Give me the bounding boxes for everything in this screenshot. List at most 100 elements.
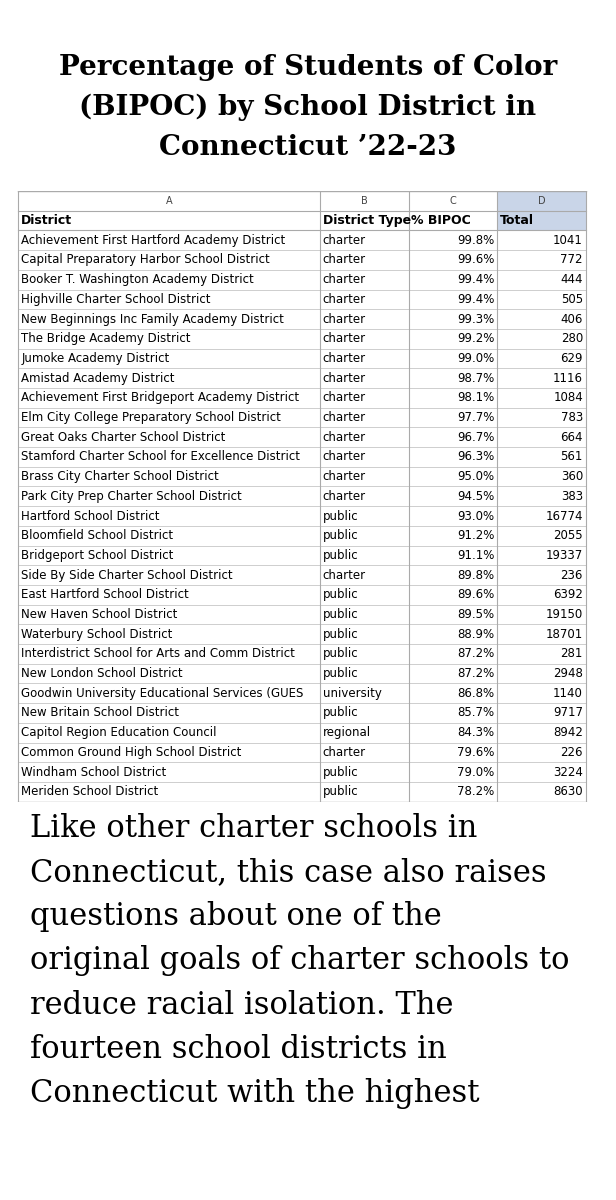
- Text: charter: charter: [323, 431, 366, 444]
- Text: 280: 280: [561, 332, 583, 346]
- Text: District Type: District Type: [323, 214, 411, 227]
- Text: New Britain School District: New Britain School District: [21, 707, 179, 720]
- Text: New Beginnings Inc Family Academy District: New Beginnings Inc Family Academy Distri…: [21, 312, 284, 325]
- Text: 99.6%: 99.6%: [457, 253, 494, 266]
- Text: charter: charter: [323, 391, 366, 404]
- Text: public: public: [323, 647, 359, 660]
- Text: D: D: [538, 196, 545, 206]
- Text: 505: 505: [561, 293, 583, 306]
- Text: 772: 772: [561, 253, 583, 266]
- Text: Capitol Region Education Council: Capitol Region Education Council: [21, 726, 217, 739]
- Text: charter: charter: [323, 293, 366, 306]
- Text: 91.1%: 91.1%: [457, 548, 494, 562]
- Text: charter: charter: [323, 312, 366, 325]
- Text: 1140: 1140: [553, 686, 583, 700]
- Text: regional: regional: [323, 726, 371, 739]
- Text: Goodwin University Educational Services (GUES: Goodwin University Educational Services …: [21, 686, 304, 700]
- Text: 87.2%: 87.2%: [457, 667, 494, 680]
- Text: Percentage of Students of Color
(BIPOC) by School District in
Connecticut ’22-23: Percentage of Students of Color (BIPOC) …: [59, 54, 557, 161]
- Text: Elm City College Preparatory School District: Elm City College Preparatory School Dist…: [21, 412, 281, 424]
- Text: public: public: [323, 548, 359, 562]
- Text: Hartford School District: Hartford School District: [21, 510, 160, 522]
- Text: Like other charter schools in
Connecticut, this case also raises
questions about: Like other charter schools in Connecticu…: [30, 812, 570, 1109]
- Text: 99.2%: 99.2%: [457, 332, 494, 346]
- Text: Interdistrict School for Arts and Comm District: Interdistrict School for Arts and Comm D…: [21, 647, 295, 660]
- Text: 1084: 1084: [553, 391, 583, 404]
- Text: 444: 444: [561, 274, 583, 286]
- Text: 99.4%: 99.4%: [457, 293, 494, 306]
- Text: public: public: [323, 667, 359, 680]
- Text: 226: 226: [561, 746, 583, 758]
- Text: 99.0%: 99.0%: [457, 352, 494, 365]
- Bar: [497, 211, 586, 230]
- Text: 561: 561: [561, 450, 583, 463]
- Text: 360: 360: [561, 470, 583, 484]
- Text: Bridgeport School District: Bridgeport School District: [21, 548, 174, 562]
- Text: 86.8%: 86.8%: [457, 686, 494, 700]
- Text: Jumoke Academy District: Jumoke Academy District: [21, 352, 169, 365]
- Text: 96.7%: 96.7%: [457, 431, 494, 444]
- Text: Great Oaks Charter School District: Great Oaks Charter School District: [21, 431, 225, 444]
- Text: A: A: [166, 196, 172, 206]
- Text: 89.5%: 89.5%: [457, 608, 494, 620]
- Text: university: university: [323, 686, 382, 700]
- Text: public: public: [323, 608, 359, 620]
- Text: 79.6%: 79.6%: [457, 746, 494, 758]
- Text: Amistad Academy District: Amistad Academy District: [21, 372, 175, 385]
- Text: 19150: 19150: [546, 608, 583, 620]
- Text: 2948: 2948: [553, 667, 583, 680]
- Text: East Hartford School District: East Hartford School District: [21, 588, 189, 601]
- Text: 19337: 19337: [546, 548, 583, 562]
- Text: % BIPOC: % BIPOC: [411, 214, 471, 227]
- Text: 79.0%: 79.0%: [457, 766, 494, 779]
- Text: 236: 236: [561, 569, 583, 582]
- Text: 98.1%: 98.1%: [457, 391, 494, 404]
- Text: Windham School District: Windham School District: [21, 766, 166, 779]
- Text: public: public: [323, 785, 359, 798]
- Text: B: B: [361, 196, 368, 206]
- Text: New London School District: New London School District: [21, 667, 183, 680]
- Text: Total: Total: [500, 214, 534, 227]
- Text: 3224: 3224: [553, 766, 583, 779]
- Text: Booker T. Washington Academy District: Booker T. Washington Academy District: [21, 274, 254, 286]
- Text: public: public: [323, 707, 359, 720]
- Text: public: public: [323, 628, 359, 641]
- Text: charter: charter: [323, 372, 366, 385]
- Text: Park City Prep Charter School District: Park City Prep Charter School District: [21, 490, 242, 503]
- Text: 2055: 2055: [553, 529, 583, 542]
- Text: 8630: 8630: [553, 785, 583, 798]
- Bar: [497, 191, 586, 211]
- Text: charter: charter: [323, 253, 366, 266]
- Text: charter: charter: [323, 332, 366, 346]
- Text: 88.9%: 88.9%: [457, 628, 494, 641]
- Text: charter: charter: [323, 450, 366, 463]
- Text: charter: charter: [323, 352, 366, 365]
- Text: 96.3%: 96.3%: [457, 450, 494, 463]
- Text: 1116: 1116: [553, 372, 583, 385]
- Text: charter: charter: [323, 569, 366, 582]
- Text: Common Ground High School District: Common Ground High School District: [21, 746, 241, 758]
- Text: 629: 629: [561, 352, 583, 365]
- Text: 99.8%: 99.8%: [457, 234, 494, 247]
- Text: 9717: 9717: [553, 707, 583, 720]
- Text: The Bridge Academy District: The Bridge Academy District: [21, 332, 191, 346]
- Text: charter: charter: [323, 412, 366, 424]
- Text: 1041: 1041: [553, 234, 583, 247]
- Text: 78.2%: 78.2%: [457, 785, 494, 798]
- Text: charter: charter: [323, 490, 366, 503]
- Text: 89.8%: 89.8%: [457, 569, 494, 582]
- Text: New Haven School District: New Haven School District: [21, 608, 177, 620]
- Text: public: public: [323, 766, 359, 779]
- Text: 6392: 6392: [553, 588, 583, 601]
- Text: 281: 281: [561, 647, 583, 660]
- Text: 383: 383: [561, 490, 583, 503]
- Text: 8942: 8942: [553, 726, 583, 739]
- Text: 95.0%: 95.0%: [457, 470, 494, 484]
- Text: 93.0%: 93.0%: [457, 510, 494, 522]
- Text: 87.2%: 87.2%: [457, 647, 494, 660]
- Text: C: C: [450, 196, 456, 206]
- Text: charter: charter: [323, 746, 366, 758]
- Text: Waterbury School District: Waterbury School District: [21, 628, 172, 641]
- Text: 406: 406: [561, 312, 583, 325]
- Text: 85.7%: 85.7%: [457, 707, 494, 720]
